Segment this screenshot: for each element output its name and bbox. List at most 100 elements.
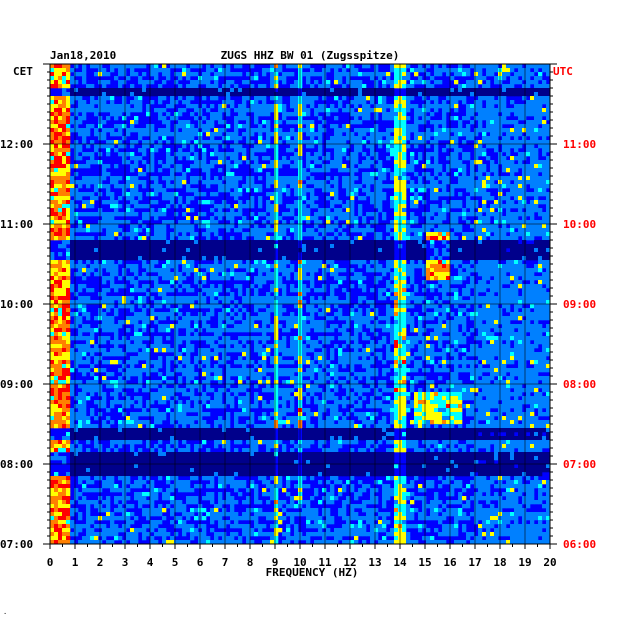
heatmap-cell <box>158 252 163 257</box>
heatmap-cell <box>62 216 67 221</box>
heatmap-cell <box>190 240 195 245</box>
heatmap-cell <box>66 148 71 153</box>
heatmap-cell <box>78 264 83 269</box>
heatmap-cell <box>502 76 507 81</box>
heatmap-cell <box>118 196 123 201</box>
heatmap-cell <box>358 164 363 169</box>
heatmap-cell <box>462 132 467 137</box>
heatmap-cell <box>270 160 275 165</box>
heatmap-cell <box>522 300 527 305</box>
heatmap-cell <box>122 212 127 217</box>
heatmap-cell <box>538 92 543 97</box>
heatmap-cell <box>294 140 299 145</box>
heatmap-cell <box>178 120 183 125</box>
heatmap-cell <box>482 208 487 213</box>
heatmap-cell <box>274 96 279 101</box>
heatmap-cell <box>178 156 183 161</box>
heatmap-cell <box>250 296 255 301</box>
heatmap-cell <box>378 288 383 293</box>
heatmap-cell <box>358 84 363 89</box>
heatmap-cell <box>86 260 91 265</box>
heatmap-cell <box>54 116 59 121</box>
heatmap-cell <box>314 212 319 217</box>
heatmap-cell <box>78 92 83 97</box>
heatmap-cell <box>490 108 495 113</box>
heatmap-cell <box>310 260 315 265</box>
heatmap-cell <box>230 296 235 301</box>
heatmap-cell <box>386 224 391 229</box>
heatmap-cell <box>106 300 111 305</box>
heatmap-cell <box>454 280 459 285</box>
heatmap-cell <box>534 204 539 209</box>
heatmap-cell <box>70 164 75 169</box>
heatmap-cell <box>242 104 247 109</box>
heatmap-cell <box>342 108 347 113</box>
heatmap-cell <box>494 136 499 141</box>
heatmap-cell <box>538 120 543 125</box>
heatmap-cell <box>202 300 207 305</box>
heatmap-cell <box>518 144 523 149</box>
heatmap-cell <box>466 288 471 293</box>
heatmap-cell <box>430 208 435 213</box>
heatmap-cell <box>110 132 115 137</box>
heatmap-cell <box>278 300 283 305</box>
heatmap-cell <box>490 224 495 229</box>
heatmap-cell <box>282 212 287 217</box>
heatmap-cell <box>50 252 55 257</box>
heatmap-cell <box>546 144 550 149</box>
heatmap-cell <box>54 140 59 145</box>
heatmap-cell <box>106 260 111 265</box>
heatmap-cell <box>262 156 267 161</box>
heatmap-cell <box>222 252 227 257</box>
heatmap-cell <box>242 252 247 257</box>
heatmap-cell <box>126 204 131 209</box>
heatmap-cell <box>342 300 347 305</box>
heatmap-cell <box>538 288 543 293</box>
heatmap-cell <box>374 244 379 249</box>
heatmap-cell <box>538 292 543 297</box>
heatmap-cell <box>150 128 155 133</box>
heatmap-cell <box>394 184 399 189</box>
heatmap-cell <box>114 264 119 269</box>
heatmap-cell <box>478 68 483 73</box>
heatmap-cell <box>546 300 550 305</box>
heatmap-cell <box>426 176 431 181</box>
heatmap-cell <box>58 168 63 173</box>
heatmap-cell <box>266 204 271 209</box>
heatmap-cell <box>134 268 139 273</box>
heatmap-cell <box>70 68 75 73</box>
heatmap-cell <box>362 284 367 289</box>
heatmap-cell <box>158 256 163 261</box>
heatmap-cell <box>442 88 447 93</box>
heatmap-cell <box>334 164 339 169</box>
heatmap-cell <box>426 212 431 217</box>
heatmap-cell <box>394 212 399 217</box>
heatmap-cell <box>218 116 223 121</box>
heatmap-cell <box>506 292 511 297</box>
heatmap-cell <box>494 76 499 81</box>
heatmap-cell <box>226 184 231 189</box>
heatmap-cell <box>278 128 283 133</box>
heatmap-cell <box>234 192 239 197</box>
heatmap-cell <box>402 136 407 141</box>
heatmap-cell <box>178 224 183 229</box>
heatmap-cell <box>158 268 163 273</box>
heatmap-cell <box>286 248 291 253</box>
heatmap-cell <box>502 244 507 249</box>
heatmap-cell <box>194 80 199 85</box>
heatmap-cell <box>206 72 211 77</box>
heatmap-cell <box>326 140 331 145</box>
heatmap-cell <box>406 248 411 253</box>
heatmap-cell <box>322 156 327 161</box>
heatmap-cell <box>546 280 550 285</box>
heatmap-cell <box>282 220 287 225</box>
heatmap-cell <box>438 260 443 265</box>
heatmap-cell <box>414 88 419 93</box>
heatmap-cell <box>542 248 547 253</box>
heatmap-cell <box>434 188 439 193</box>
heatmap-cell <box>222 72 227 77</box>
heatmap-cell <box>506 176 511 181</box>
heatmap-cell <box>306 212 311 217</box>
heatmap-cell <box>538 244 543 249</box>
heatmap-cell <box>338 208 343 213</box>
